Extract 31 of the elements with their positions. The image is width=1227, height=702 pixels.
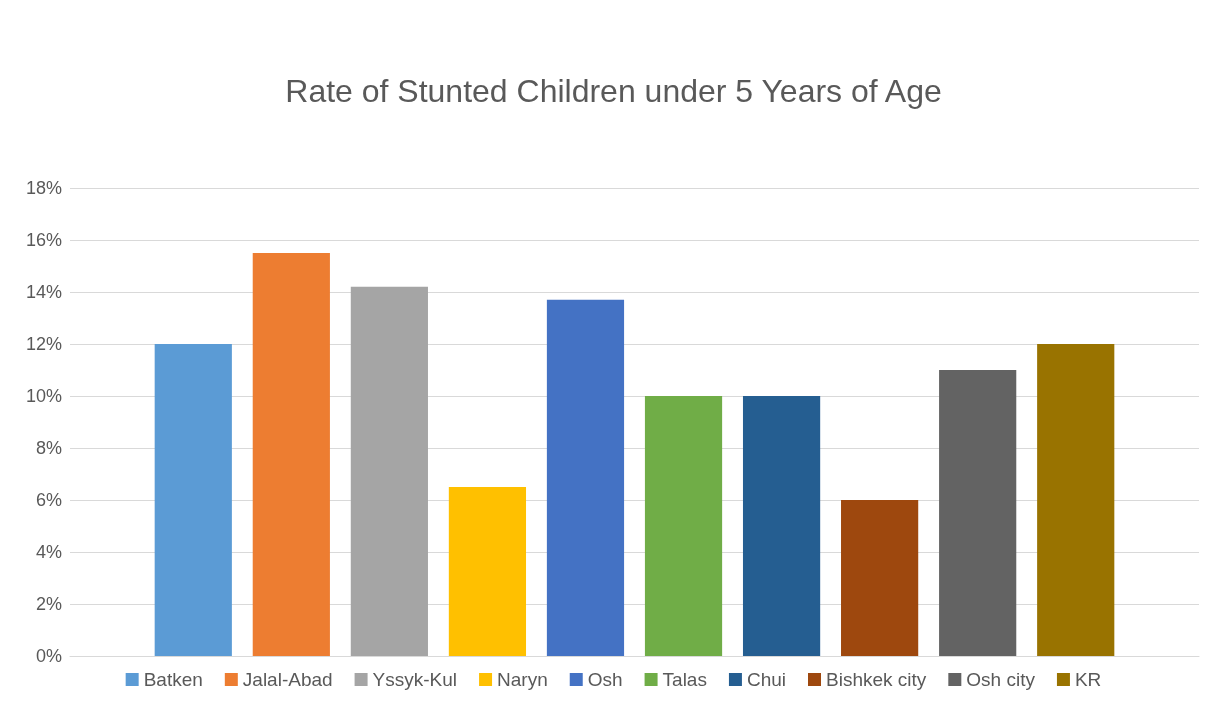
y-tick-label: 0% xyxy=(35,646,62,666)
chart-title: Rate of Stunted Children under 5 Years of Age xyxy=(285,73,942,109)
bar xyxy=(841,500,919,656)
y-tick-label: 10% xyxy=(25,386,62,406)
y-tick-label: 12% xyxy=(25,334,62,354)
bar xyxy=(644,396,723,656)
bar xyxy=(546,299,625,656)
legend-label: Osh city xyxy=(966,669,1036,690)
y-tick-label: 14% xyxy=(25,282,62,302)
y-tick-label: 4% xyxy=(35,542,62,562)
legend-label: Naryn xyxy=(497,669,548,690)
legend-label: Bishkek city xyxy=(826,669,927,690)
legend-label: Chui xyxy=(746,669,787,690)
y-tick-label: 16% xyxy=(25,230,62,250)
y-tick-label: 6% xyxy=(35,490,62,510)
legend-label: Talas xyxy=(662,669,707,690)
legend-label: Jalal-Abad xyxy=(242,669,333,690)
y-tick-label: 8% xyxy=(35,438,62,458)
legend-label: KR xyxy=(1074,669,1102,690)
bar xyxy=(448,487,527,656)
legend-label: Osh xyxy=(587,669,623,690)
bar xyxy=(939,370,1017,656)
bar xyxy=(742,396,821,656)
legend-label: Yssyk-Kul xyxy=(372,669,458,690)
bar xyxy=(350,286,428,656)
bar xyxy=(1037,344,1115,656)
legend-label: Batken xyxy=(143,669,203,690)
bar xyxy=(252,253,330,656)
y-tick-label: 18% xyxy=(25,178,62,198)
y-tick-label: 2% xyxy=(35,594,62,614)
bar xyxy=(154,344,232,656)
